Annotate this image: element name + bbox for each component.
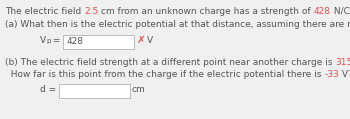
Text: V?: V? (339, 70, 350, 79)
Text: (a) What then is the electric potential at that distance, assuming there are no : (a) What then is the electric potential … (5, 20, 350, 29)
Text: How far is this point from the charge if the electric potential there is: How far is this point from the charge if… (5, 70, 324, 79)
Text: 428: 428 (314, 7, 331, 16)
Text: =: = (50, 36, 64, 45)
Text: cm: cm (132, 85, 146, 94)
Text: N/C and points toward the charge.: N/C and points toward the charge. (331, 7, 350, 16)
FancyBboxPatch shape (58, 84, 130, 97)
Text: -33: -33 (324, 70, 339, 79)
Text: 315: 315 (335, 58, 350, 67)
Text: V: V (147, 36, 153, 45)
Text: V: V (40, 36, 46, 45)
Text: d =: d = (40, 85, 59, 94)
Text: 2.5: 2.5 (84, 7, 98, 16)
Text: 428: 428 (67, 37, 84, 45)
Text: ✗: ✗ (137, 35, 146, 45)
FancyBboxPatch shape (63, 35, 134, 49)
Text: cm from an unknown charge has a strength of: cm from an unknown charge has a strength… (98, 7, 314, 16)
Text: (b) The electric field strength at a different point near another charge is: (b) The electric field strength at a dif… (5, 58, 335, 67)
Text: p: p (46, 38, 50, 44)
Text: The electric field: The electric field (5, 7, 84, 16)
